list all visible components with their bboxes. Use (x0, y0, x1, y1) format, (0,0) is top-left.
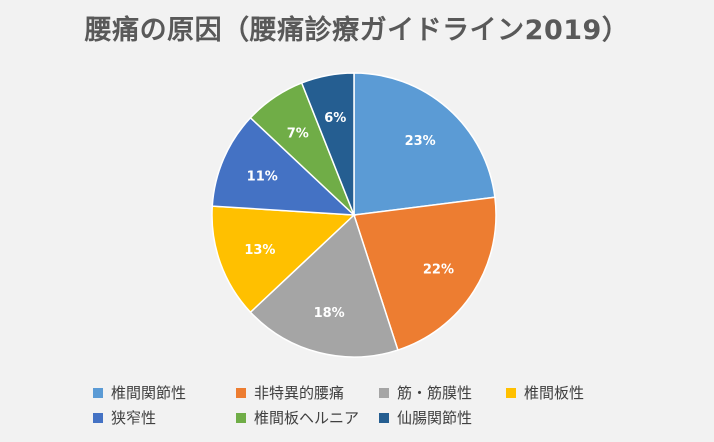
data-label: 7% (287, 126, 309, 141)
legend-item-sacroiliac: 仙腸関節性 (379, 407, 506, 428)
legend-label: 筋・筋膜性 (397, 384, 473, 402)
legend-swatch (236, 412, 246, 423)
data-label: 13% (244, 243, 275, 258)
data-label: 22% (423, 263, 454, 278)
legend-label: 狭窄性 (111, 409, 157, 427)
legend-item-discogenic: 椎間板性 (506, 382, 646, 403)
legend-item-stenosis: 狭窄性 (93, 407, 236, 428)
legend-swatch (93, 387, 103, 398)
slice-discogenic (211, 205, 356, 314)
data-label: 18% (314, 306, 345, 321)
chart-title: 腰痛の原因（腰痛診療ガイドライン2019） (84, 15, 630, 46)
legend-swatch (236, 387, 246, 398)
legend-item-hernia: 椎間板ヘルニア (236, 407, 379, 428)
legend-item-nonspecific: 非特異的腰痛 (236, 382, 379, 403)
legend-item-myofascial: 筋・筋膜性 (379, 382, 506, 403)
legend-swatch (93, 412, 103, 423)
data-label: 23% (405, 134, 436, 149)
legend-item-facet: 椎間関節性 (93, 382, 236, 403)
legend-row-1: 椎間関節性 非特異的腰痛 筋・筋膜性 椎間板性 (93, 380, 653, 405)
data-label: 6% (324, 111, 346, 126)
slice-facet (353, 72, 496, 216)
legend: 椎間関節性 非特異的腰痛 筋・筋膜性 椎間板性 狭窄性 椎間板ヘルニア 仙腸関節… (93, 380, 653, 430)
legend-swatch (379, 387, 389, 398)
legend-label: 仙腸関節性 (397, 409, 473, 427)
slice-stenosis (211, 116, 357, 216)
legend-label: 椎間関節性 (111, 384, 187, 402)
slice-myofascial (249, 213, 399, 358)
data-label: 11% (247, 169, 278, 184)
legend-swatch (379, 412, 389, 423)
legend-row-2: 狭窄性 椎間板ヘルニア 仙腸関節性 (93, 405, 653, 430)
slice-sacroiliac (300, 72, 355, 216)
pie-chart: 23% 22% 18% 13% 11% 7% 6% (211, 72, 497, 358)
legend-swatch (506, 387, 516, 398)
legend-label: 椎間板ヘルニア (254, 409, 360, 427)
legend-label: 椎間板性 (524, 384, 585, 402)
legend-label: 非特異的腰痛 (254, 384, 345, 402)
slice-nonspecific (353, 196, 497, 351)
